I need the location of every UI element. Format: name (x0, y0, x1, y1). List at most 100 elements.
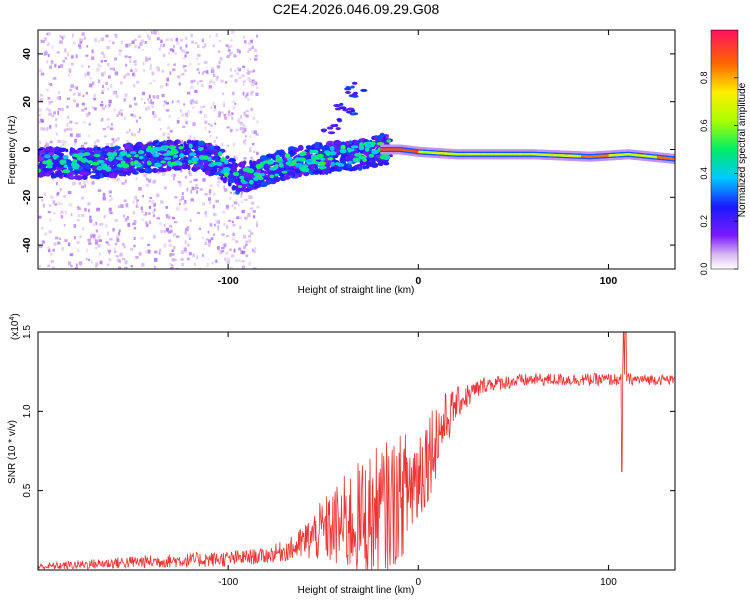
spectrogram-band-cell (166, 139, 172, 144)
spectrogram-noise-cell (129, 104, 132, 108)
snr-ytick-label: 1.0 (22, 404, 33, 418)
spectrogram-noise-cell (118, 229, 121, 233)
spectrogram-band-cell (222, 177, 227, 184)
spectrogram-noise-cell (242, 65, 246, 68)
spectrogram-noise-cell (167, 215, 171, 219)
spectrogram-band-cell (159, 155, 163, 160)
spectrogram-peak-cell (138, 155, 144, 160)
spectrogram-noise-cell (173, 245, 176, 250)
spectrogram-noise-cell (74, 142, 77, 145)
spectrogram-noise-cell (74, 235, 76, 240)
spectrogram-noise-cell (81, 213, 85, 217)
spectrogram-noise-cell (206, 263, 210, 267)
spectrogram-noise-cell (144, 40, 147, 44)
spectrogram-noise-cell (152, 199, 155, 204)
spectrogram-noise-cell (103, 71, 107, 75)
spectrogram-noise-cell (235, 155, 239, 160)
spectrogram-noise-cell (239, 127, 244, 131)
spectrogram-noise-cell (229, 113, 232, 117)
spectrogram-noise-cell (216, 65, 221, 69)
spectrogram-noise-cell (249, 40, 253, 43)
spectrogram-band-cell (383, 161, 390, 166)
spectrogram-noise-cell (224, 188, 228, 192)
spectrogram-band-cell (348, 140, 353, 145)
spectrogram-noise-cell (164, 186, 167, 190)
spectrogram-noise-cell (95, 267, 99, 269)
spectrogram-noise-cell (49, 140, 53, 144)
spectrogram-noise-cell (48, 101, 52, 105)
spectrogram-noise-cell (232, 105, 236, 110)
spectrogram-noise-cell (246, 92, 249, 97)
spectrogram-noise-cell (147, 243, 150, 246)
spectrogram-band-cell (57, 169, 62, 174)
spectrogram-noise-cell (64, 48, 67, 53)
spectrogram-noise-cell (47, 53, 50, 57)
spectrogram-noise-cell (118, 49, 122, 53)
spectrogram-noise-cell (158, 251, 161, 255)
spectrogram-noise-cell (229, 248, 232, 251)
spectrogram-noise-cell (211, 261, 214, 265)
spectrogram-noise-cell (226, 55, 230, 58)
spectrogram-noise-cell (47, 210, 51, 214)
spectrogram-band-cell (327, 142, 332, 146)
spectrogram-noise-cell (98, 223, 103, 226)
spectrogram-band-cell (208, 145, 215, 150)
spectrogram-noise-cell (80, 38, 84, 42)
spectrogram-noise-cell (230, 68, 232, 72)
spectrogram-noise-cell (213, 233, 216, 237)
spectrogram-band-cell (184, 143, 190, 148)
spectrogram-noise-cell (250, 156, 253, 160)
spectrogram-noise-cell (233, 54, 237, 58)
spectrogram-band-cell (277, 172, 286, 177)
spectrogram-noise-cell (130, 113, 134, 117)
spectrogram-noise-cell (225, 81, 228, 84)
spectrogram-noise-cell (73, 92, 76, 96)
spectrogram-noise-cell (229, 51, 234, 54)
spectrogram-noise-cell (59, 40, 63, 44)
spectrogram-noise-cell (187, 243, 190, 247)
spectrogram-noise-cell (67, 52, 70, 57)
spectrogram-noise-cell (99, 65, 102, 68)
spectrogram-noise-cell (163, 224, 166, 227)
spectrogram-noise-cell (208, 130, 211, 133)
spectrogram-noise-cell (40, 119, 44, 123)
spectrogram-noise-cell (145, 107, 148, 111)
spectrogram-noise-cell (256, 86, 259, 89)
spectrogram-noise-cell (44, 51, 48, 56)
spectrogram-peak-cell (106, 152, 114, 157)
spectrogram-noise-cell (83, 36, 86, 40)
spectrogram-noise-cell (246, 97, 250, 102)
spectrogram-noise-cell (210, 141, 213, 146)
spectrogram-noise-cell (159, 85, 164, 89)
spectrogram-noise-cell (185, 153, 189, 157)
spectrogram-peak-cell (179, 153, 185, 159)
spectrogram-noise-cell (171, 100, 174, 104)
spectrogram-peak-cell (172, 162, 179, 166)
spectrogram-heatmap (38, 30, 675, 269)
spectrogram-noise-cell (63, 128, 67, 133)
spectrogram-noise-cell (98, 239, 102, 242)
spectrogram-noise-cell (39, 98, 43, 103)
spectrogram-noise-cell (105, 81, 108, 86)
spectrogram-noise-cell (95, 229, 99, 233)
spectrogram-noise-cell (167, 239, 172, 243)
spectrogram-noise-cell (238, 247, 241, 251)
spectrogram-noise-cell (41, 40, 45, 43)
spectrogram-noise-cell (58, 90, 60, 95)
spectrogram-noise-cell (224, 257, 227, 261)
spectrogram-peak-cell (329, 146, 335, 152)
spectrogram-noise-cell (196, 186, 199, 189)
spectrogram-noise-cell (205, 61, 208, 64)
spectrogram-noise-cell (130, 264, 133, 268)
colorbar-tick-label: 0.8 (699, 72, 709, 85)
spectrogram-peak-cell (168, 145, 177, 150)
spectrogram-noise-cell (240, 194, 243, 198)
spectrogram-noise-cell (50, 60, 54, 64)
spectrogram-noise-cell (101, 90, 104, 94)
spectrogram-noise-cell (147, 98, 149, 101)
spectrogram-peak-cell (386, 139, 392, 143)
spectrogram-peak-cell (274, 164, 279, 169)
spectrogram-noise-cell (95, 221, 98, 226)
spectrogram-peak-cell (126, 154, 132, 158)
spectrogram-noise-cell (182, 65, 186, 69)
